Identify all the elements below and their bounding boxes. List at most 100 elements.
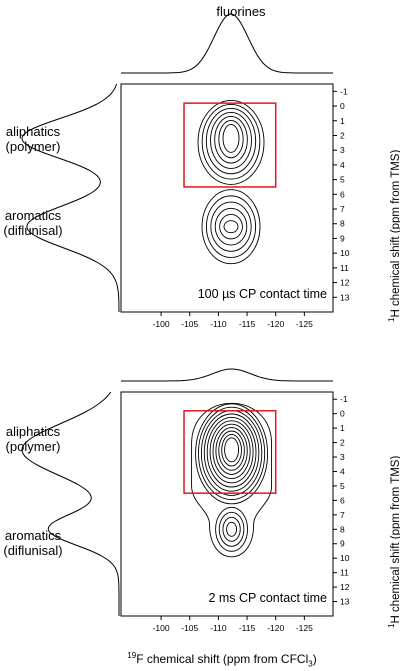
y-tick-label: 8 xyxy=(340,219,345,229)
contour-line-aliphatics xyxy=(209,420,254,484)
y-tick-label: 4 xyxy=(340,160,345,170)
panel-2-aromatics-line1: aromatics xyxy=(4,528,62,543)
x-tick-label: -120 xyxy=(267,319,284,329)
contour-line-aliphatics xyxy=(214,115,248,164)
y-tick-label: 5 xyxy=(340,481,345,491)
y-tick-label: 7 xyxy=(340,204,345,214)
y-tick-label: 2 xyxy=(340,438,345,448)
panel-2-highlight-box xyxy=(183,410,277,494)
contour-line-outer xyxy=(191,402,273,558)
y-tick-label: 1 xyxy=(340,423,345,433)
panel-2-side-label-aromatics: aromatics (diflunisal) xyxy=(0,528,66,558)
y-tick-label: 0 xyxy=(340,409,345,419)
panel-2-x-ticks: -100 -105 -110 -115 -120 -125 xyxy=(153,616,313,633)
contour-line-aliphatics xyxy=(222,123,240,153)
y-tick-label: 7 xyxy=(340,510,345,520)
panel-2-contours xyxy=(191,402,273,558)
panel-1-highlight-box xyxy=(183,102,277,188)
contour-line-aliphatics xyxy=(218,430,245,471)
x-tick-label: -105 xyxy=(181,623,198,633)
panel-2-plot-frame xyxy=(120,391,334,617)
x-axis-label: 19F chemical shift (ppm from CFCl3) xyxy=(127,651,317,669)
y-tick-label: -1 xyxy=(340,86,348,96)
y-tick-label: 13 xyxy=(340,292,350,302)
x-tick-label: -105 xyxy=(181,319,198,329)
panel-1-plot-frame xyxy=(120,83,334,313)
y-tick-label: -1 xyxy=(340,394,348,404)
contour-line-aliphatics xyxy=(201,103,261,180)
panel-1-side-label-aromatics: aromatics (diflunisal) xyxy=(0,208,66,238)
x-tick-label: -100 xyxy=(153,319,170,329)
top-label: fluorines xyxy=(216,4,266,19)
contour-line-aliphatics xyxy=(212,423,251,480)
contour-line-aliphatics xyxy=(205,107,257,175)
panel-1-h1-projection xyxy=(21,83,120,312)
contour-line-aliphatics xyxy=(195,403,269,505)
y-tick-label: 6 xyxy=(340,189,345,199)
y-tick-label: 6 xyxy=(340,495,345,505)
contour-line-aromatics xyxy=(223,220,239,234)
panel-1-side-label-aliphatics: aliphatics (polymer) xyxy=(0,124,66,154)
panel-1-x-ticks: -100 -105 -110 -115 -120 -125 xyxy=(153,312,313,329)
contour-line-aromatics xyxy=(215,506,249,552)
x-tick-label: -125 xyxy=(296,623,313,633)
y-tick-label: 0 xyxy=(340,101,345,111)
contour-line-aliphatics xyxy=(210,111,252,169)
y-tick-label: 9 xyxy=(340,539,345,549)
y-tick-label: 12 xyxy=(340,582,350,592)
contour-line-aliphatics xyxy=(224,437,240,463)
panel-1-annotation: 100 µs CP contact time xyxy=(198,287,327,301)
x-tick-label: -110 xyxy=(210,623,227,633)
contour-line-aromatics xyxy=(214,207,248,246)
x-tick-label: -100 xyxy=(153,623,170,633)
contour-line-aromatics xyxy=(210,201,252,252)
contour-line-aliphatics xyxy=(203,413,260,492)
contour-line-aromatics xyxy=(222,516,241,542)
contour-line-aromatics xyxy=(218,511,245,547)
contour-line-aliphatics xyxy=(197,99,265,185)
panel-1-aromatics-line2: (diflunisal) xyxy=(3,223,63,238)
panel-2-h1-projection xyxy=(21,391,120,616)
y-tick-label: 3 xyxy=(340,145,345,155)
y-tick-label: 5 xyxy=(340,175,345,185)
panel-2-aliphatics-line2: (polymer) xyxy=(5,439,61,454)
contour-line-aliphatics xyxy=(218,119,244,159)
panel-2-annotation: 2 ms CP contact time xyxy=(208,591,327,605)
y-tick-label: 3 xyxy=(340,452,345,462)
contour-line-aromatics xyxy=(219,214,243,240)
y-tick-label: 2 xyxy=(340,130,345,140)
x-tick-label: -120 xyxy=(267,623,284,633)
panel-2-aliphatics-line1: aliphatics xyxy=(5,424,61,439)
contour-line-aliphatics xyxy=(215,427,248,475)
x-tick-label: -115 xyxy=(239,623,256,633)
y-tick-label: 11 xyxy=(340,568,349,578)
panel-1-aliphatics-line2: (polymer) xyxy=(5,139,61,154)
x-tick-label: -115 xyxy=(239,319,256,329)
contour-line-aromatics xyxy=(205,195,257,258)
contour-line-aromatics xyxy=(226,521,238,537)
contour-line-aliphatics xyxy=(206,416,257,488)
panel-2: -100 -105 -110 -115 -120 -125 -10123456789101… xyxy=(21,368,350,633)
contour-line-aliphatics xyxy=(198,406,266,501)
y-tick-label: 10 xyxy=(340,553,350,563)
x-tick-label: -110 xyxy=(210,319,227,329)
y-tick-label: 4 xyxy=(340,466,345,476)
panel-2-y-axis-label: 1H chemical shift (ppm from TMS) xyxy=(387,455,400,628)
y-tick-label: 9 xyxy=(340,233,345,243)
y-tick-label: 11 xyxy=(340,263,349,273)
x-tick-label: -125 xyxy=(296,319,313,329)
y-tick-label: 1 xyxy=(340,116,345,126)
panel-1-aliphatics-line1: aliphatics xyxy=(5,124,61,139)
contour-line-aliphatics xyxy=(221,433,242,467)
panel-1-y-axis-label: 1H chemical shift (ppm from TMS) xyxy=(387,149,400,322)
panel-1-aromatics-line1: aromatics xyxy=(4,208,62,223)
panel-1-f19-projection xyxy=(121,13,333,74)
y-tick-label: 10 xyxy=(340,248,350,258)
contour-line-aromatics xyxy=(201,189,261,265)
panel-2-side-label-aliphatics: aliphatics (polymer) xyxy=(0,424,66,454)
y-tick-label: 13 xyxy=(340,597,350,607)
panel-2-f19-projection xyxy=(121,368,333,382)
